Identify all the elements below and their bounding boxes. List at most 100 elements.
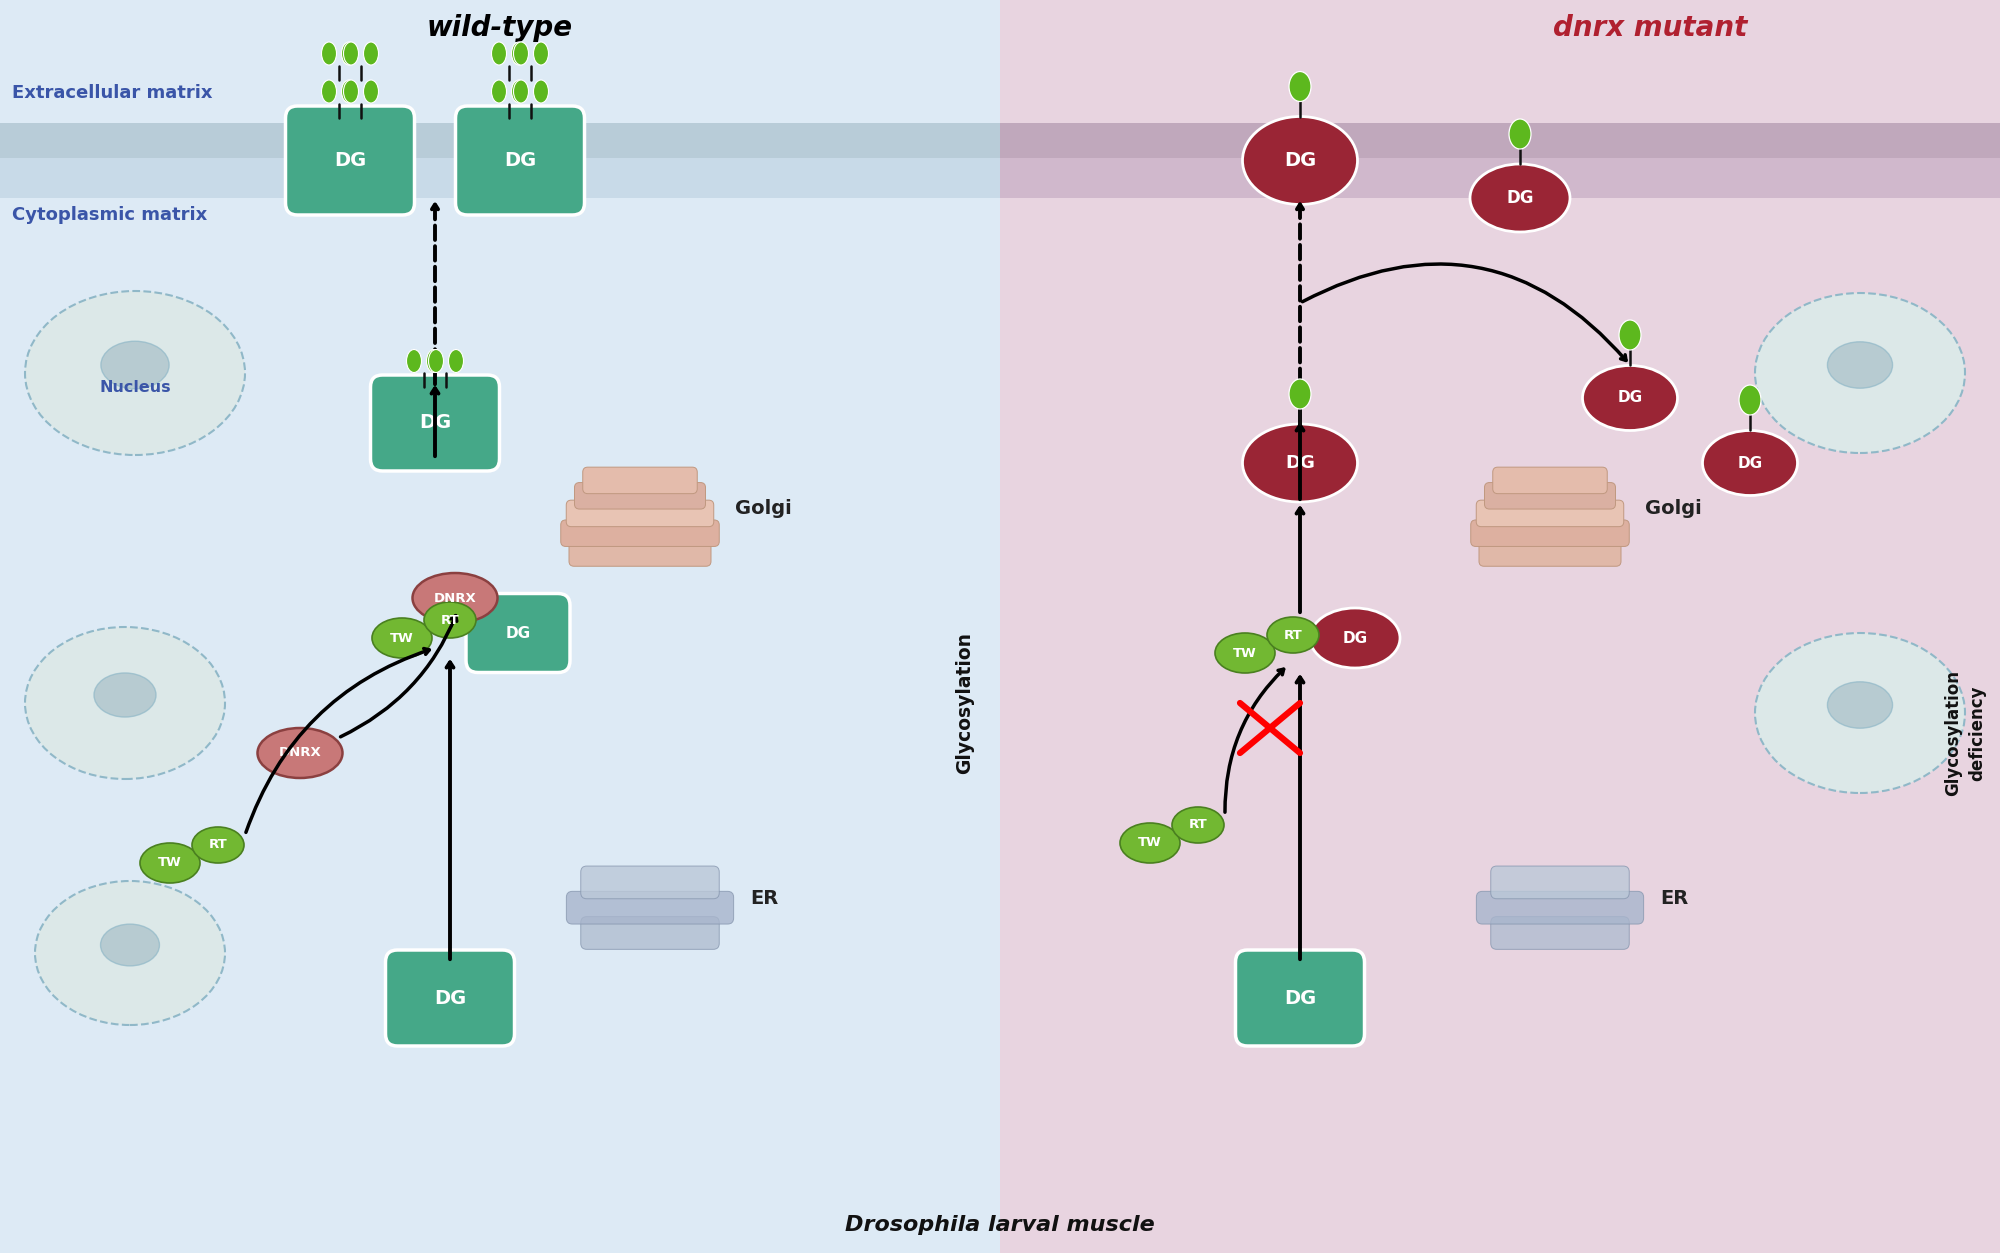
Text: wild-type: wild-type	[426, 14, 574, 43]
Ellipse shape	[406, 350, 422, 372]
Text: Glycosylation: Glycosylation	[956, 632, 974, 774]
Text: Golgi: Golgi	[736, 499, 792, 517]
Text: Nucleus: Nucleus	[100, 380, 170, 395]
Ellipse shape	[1310, 608, 1400, 668]
FancyBboxPatch shape	[0, 0, 1000, 1253]
Text: DG: DG	[1284, 989, 1316, 1007]
Ellipse shape	[514, 80, 528, 103]
Ellipse shape	[448, 350, 464, 372]
Text: DG: DG	[334, 152, 366, 170]
FancyBboxPatch shape	[580, 917, 720, 950]
Text: Extracellular matrix: Extracellular matrix	[12, 84, 212, 101]
Ellipse shape	[1216, 633, 1276, 673]
FancyBboxPatch shape	[566, 500, 714, 526]
Ellipse shape	[372, 618, 432, 658]
Ellipse shape	[1582, 366, 1678, 431]
Ellipse shape	[1828, 682, 1892, 728]
Ellipse shape	[1268, 616, 1320, 653]
FancyBboxPatch shape	[1236, 950, 1364, 1046]
FancyBboxPatch shape	[1476, 891, 1644, 923]
Ellipse shape	[1756, 293, 1966, 454]
Ellipse shape	[364, 43, 378, 65]
Ellipse shape	[428, 350, 444, 372]
Text: TW: TW	[390, 632, 414, 644]
Ellipse shape	[426, 350, 442, 372]
Ellipse shape	[364, 80, 378, 103]
Ellipse shape	[1510, 119, 1532, 149]
FancyBboxPatch shape	[570, 540, 712, 566]
FancyBboxPatch shape	[1490, 917, 1630, 950]
Ellipse shape	[94, 673, 156, 717]
Ellipse shape	[24, 626, 224, 779]
FancyBboxPatch shape	[0, 123, 1000, 158]
FancyBboxPatch shape	[1476, 500, 1624, 526]
Ellipse shape	[1288, 71, 1312, 101]
Ellipse shape	[534, 43, 548, 65]
FancyBboxPatch shape	[0, 158, 1000, 198]
FancyBboxPatch shape	[580, 866, 720, 898]
Text: dnrx mutant: dnrx mutant	[1552, 14, 1748, 43]
Text: DG: DG	[1342, 630, 1368, 645]
Text: RT: RT	[1188, 818, 1208, 832]
Text: Glycosylation
deficiency: Glycosylation deficiency	[1944, 670, 1986, 796]
Ellipse shape	[492, 80, 506, 103]
Ellipse shape	[258, 728, 342, 778]
Text: Cytoplasmic matrix: Cytoplasmic matrix	[12, 205, 208, 224]
Ellipse shape	[344, 43, 358, 65]
Ellipse shape	[1242, 424, 1358, 502]
FancyBboxPatch shape	[1484, 482, 1616, 509]
Ellipse shape	[1756, 633, 1966, 793]
FancyBboxPatch shape	[456, 107, 584, 216]
Text: DG: DG	[504, 152, 536, 170]
Text: DG: DG	[434, 989, 466, 1007]
Ellipse shape	[344, 80, 358, 103]
Ellipse shape	[342, 80, 356, 103]
Ellipse shape	[412, 573, 498, 623]
Ellipse shape	[512, 43, 526, 65]
Text: DG: DG	[1286, 454, 1314, 472]
Ellipse shape	[1828, 342, 1892, 388]
Text: DG: DG	[418, 413, 452, 432]
Text: DG: DG	[1284, 152, 1316, 170]
Text: DG: DG	[1506, 189, 1534, 207]
Text: DG: DG	[1618, 391, 1642, 406]
Text: DNRX: DNRX	[434, 591, 476, 604]
Text: DG: DG	[506, 625, 530, 640]
FancyBboxPatch shape	[1000, 0, 2000, 1253]
Text: RT: RT	[440, 614, 460, 626]
FancyBboxPatch shape	[286, 107, 414, 216]
FancyBboxPatch shape	[582, 467, 698, 494]
Ellipse shape	[1470, 164, 1570, 232]
FancyBboxPatch shape	[560, 520, 720, 546]
Ellipse shape	[1620, 320, 1640, 350]
Ellipse shape	[100, 925, 160, 966]
Text: Golgi: Golgi	[1644, 499, 1702, 517]
Ellipse shape	[1702, 431, 1798, 495]
FancyBboxPatch shape	[370, 375, 500, 471]
Ellipse shape	[322, 80, 336, 103]
FancyBboxPatch shape	[386, 950, 514, 1046]
Ellipse shape	[1172, 807, 1224, 843]
Ellipse shape	[192, 827, 244, 863]
Ellipse shape	[514, 43, 528, 65]
Text: TW: TW	[158, 857, 182, 870]
Text: TW: TW	[1138, 837, 1162, 850]
Text: RT: RT	[1284, 629, 1302, 642]
Ellipse shape	[36, 881, 224, 1025]
Ellipse shape	[424, 601, 476, 638]
Ellipse shape	[1288, 378, 1312, 408]
FancyBboxPatch shape	[574, 482, 706, 509]
Ellipse shape	[1120, 823, 1180, 863]
FancyBboxPatch shape	[1490, 866, 1630, 898]
FancyBboxPatch shape	[1480, 540, 1620, 566]
Ellipse shape	[492, 43, 506, 65]
Ellipse shape	[1242, 117, 1358, 204]
Ellipse shape	[512, 80, 526, 103]
FancyBboxPatch shape	[1492, 467, 1608, 494]
Ellipse shape	[534, 80, 548, 103]
FancyBboxPatch shape	[1470, 520, 1630, 546]
Ellipse shape	[100, 341, 170, 388]
Ellipse shape	[1740, 385, 1762, 415]
FancyBboxPatch shape	[1000, 123, 2000, 158]
Text: TW: TW	[1234, 647, 1256, 659]
